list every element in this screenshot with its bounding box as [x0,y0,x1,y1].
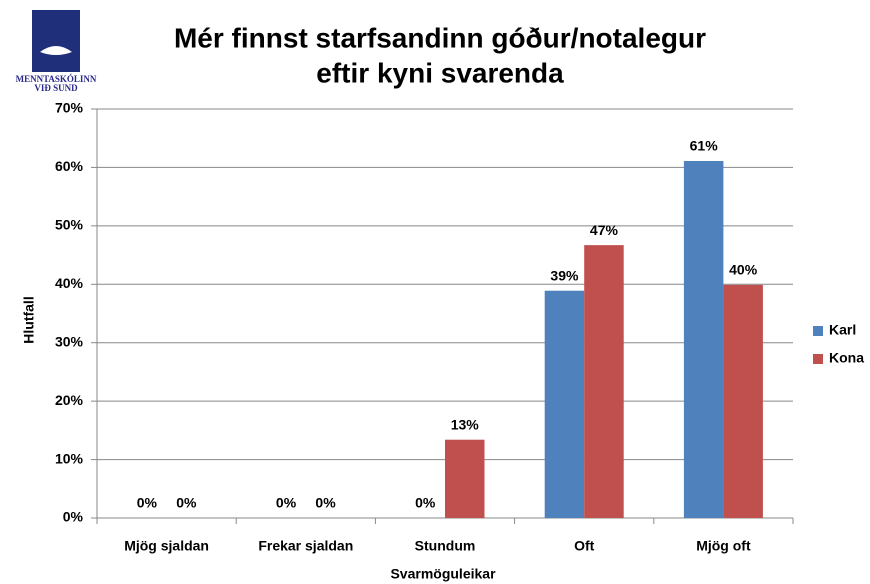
y-tick-label: 10% [55,450,84,466]
bar [544,290,585,518]
y-tick-label: 70% [55,100,84,116]
y-tick-label: 20% [55,392,84,408]
chart-title: Mér finnst starfsandinn góður/notalegur [174,22,706,53]
legend-label: Kona [829,350,864,366]
legend-swatch [813,326,823,336]
legend-swatch [813,354,823,364]
data-label: 39% [550,267,579,283]
x-axis-label: Svarmöguleikar [390,566,496,582]
bar [723,284,763,518]
y-axis-label: Hlutfall [21,296,37,343]
bar [683,161,724,518]
chart-title: eftir kyni svarenda [316,57,564,88]
data-label: 47% [590,222,619,238]
logo: MENNTASKÓLINN VIÐ SUND [16,10,97,93]
data-label: 61% [690,138,719,154]
logo-text: VIÐ SUND [34,83,78,93]
logo-ship [40,46,72,55]
logo-text: MENNTASKÓLINN [16,74,97,84]
y-tick-label: 30% [55,333,84,349]
data-label: 0% [137,495,158,511]
data-label: 0% [176,495,197,511]
data-label: 0% [415,495,436,511]
data-label: 0% [315,495,336,511]
data-label: 0% [276,495,297,511]
x-tick-label: Oft [574,538,595,554]
bar [584,245,624,519]
y-tick-label: 50% [55,217,84,233]
x-tick-label: Frekar sjaldan [258,538,353,554]
data-label: 13% [451,416,480,432]
y-tick-label: 60% [55,158,84,174]
data-label: 40% [729,262,758,278]
y-tick-label: 0% [63,509,84,525]
x-tick-label: Mjög oft [696,538,751,554]
x-tick-label: Mjög sjaldan [124,538,209,554]
legend-label: Karl [829,322,856,338]
bar [445,439,485,518]
logo-shield [32,10,80,72]
y-tick-label: 40% [55,275,84,291]
x-tick-label: Stundum [415,538,476,554]
